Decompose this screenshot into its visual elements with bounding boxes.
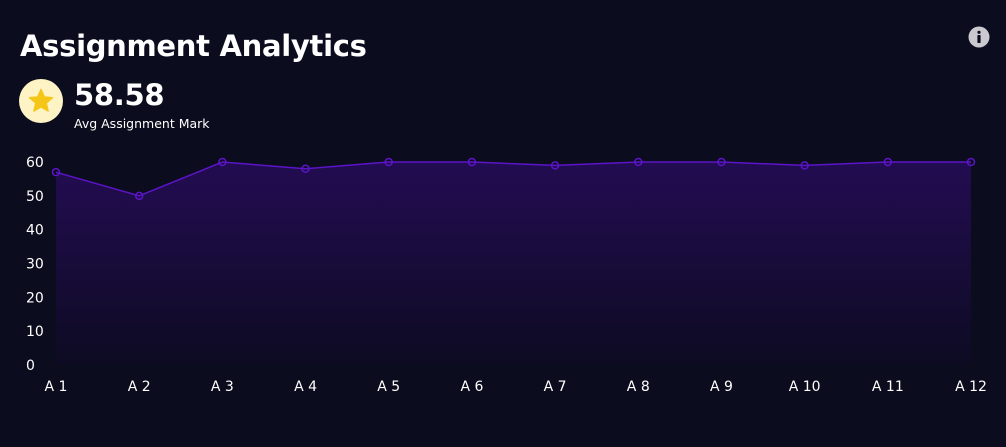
x-tick-label: A 8: [627, 379, 650, 395]
x-tick-label: A 5: [377, 379, 400, 395]
y-tick-label: 40: [26, 223, 44, 239]
data-point: [966, 157, 976, 167]
avg-mark-label: Avg Assignment Mark: [74, 116, 210, 131]
data-point: [218, 157, 227, 167]
avg-mark-badge: [19, 79, 63, 123]
area-fill: [56, 162, 971, 365]
x-tick-label: A 4: [294, 379, 317, 395]
data-point: [550, 161, 560, 170]
x-tick-label: A 9: [710, 379, 733, 395]
y-axis: 0 10 20 30 40 50 60: [26, 155, 44, 374]
info-icon[interactable]: [968, 26, 990, 48]
x-tick-label: A 11: [872, 379, 904, 395]
data-point: [467, 157, 477, 167]
data-point: [800, 161, 809, 170]
data-point: [883, 157, 893, 167]
data-points: [51, 157, 976, 201]
x-tick-label: A 12: [955, 379, 987, 395]
series-line: [55, 161, 971, 197]
data-point: [634, 157, 643, 167]
data-point: [301, 164, 310, 174]
y-tick-label: 20: [26, 290, 44, 306]
x-tick-label: A 1: [45, 379, 68, 395]
y-tick-label: 30: [26, 257, 44, 273]
page-title: Assignment Analytics: [20, 29, 367, 63]
x-tick-label: A 3: [211, 379, 234, 395]
data-point: [717, 157, 726, 167]
data-point: [384, 157, 393, 167]
y-tick-label: 50: [26, 189, 44, 205]
data-point: [51, 167, 61, 177]
data-point: [134, 191, 144, 201]
star-icon: [28, 88, 54, 112]
x-axis: A 1 A 2 A 3 A 4 A 5 A 6 A 7 A 8 A 9 A 10 A 11 A 12: [45, 379, 987, 395]
avg-mark-value: 58.58: [74, 78, 165, 112]
y-tick-label: 0: [26, 358, 35, 374]
x-tick-label: A 2: [128, 379, 151, 395]
y-tick-label: 60: [26, 155, 44, 171]
x-tick-label: A 10: [789, 379, 821, 395]
x-tick-label: A 6: [460, 379, 483, 395]
y-tick-label: 10: [26, 324, 44, 340]
x-tick-label: A 7: [544, 379, 567, 395]
